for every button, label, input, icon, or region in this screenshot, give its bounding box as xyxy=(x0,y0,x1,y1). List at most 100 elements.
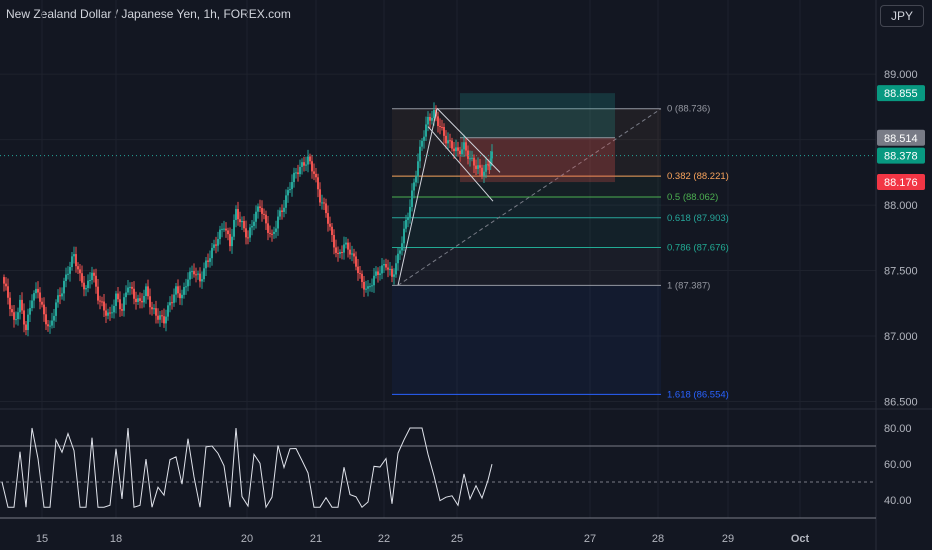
candle-body xyxy=(215,244,217,246)
candle-body xyxy=(193,271,195,275)
candle-body xyxy=(259,206,261,208)
rsi-tick-label: 80.00 xyxy=(884,423,912,435)
candle-body xyxy=(121,309,123,311)
candle-body xyxy=(355,256,357,267)
candle-body xyxy=(291,182,293,190)
price-badge-entry[interactable] xyxy=(877,129,925,146)
candle-body xyxy=(485,164,487,172)
candle-body xyxy=(365,288,367,290)
candle-body xyxy=(209,258,211,262)
candle-body xyxy=(171,302,173,304)
time-tick-label: 29 xyxy=(722,533,734,545)
candle-body xyxy=(463,142,465,150)
candle-body xyxy=(217,239,219,246)
candle-body xyxy=(269,232,271,234)
fib-trend-line[interactable] xyxy=(397,108,662,286)
candle-body xyxy=(283,207,285,212)
candle-body xyxy=(243,221,245,229)
channel-lower-line[interactable] xyxy=(427,126,494,202)
price-tick-label: 87.500 xyxy=(884,266,918,278)
drawings[interactable] xyxy=(0,107,876,286)
candle-body xyxy=(83,282,85,290)
candle-body xyxy=(143,296,145,303)
candle-body xyxy=(81,273,83,283)
candle-body xyxy=(281,210,283,212)
candle-body xyxy=(479,165,481,168)
candle-body xyxy=(237,209,239,220)
candle-body xyxy=(381,265,383,274)
candle-body xyxy=(77,266,79,270)
price-axis[interactable]: 89.00088.50088.00087.50087.00086.50080.0… xyxy=(877,69,925,507)
candle-body xyxy=(41,301,43,305)
candle-body xyxy=(205,260,207,269)
candle-body xyxy=(85,288,87,290)
candle-body xyxy=(467,150,469,159)
candle-body xyxy=(155,308,157,316)
fib-level-label: 0.618 (87.903) xyxy=(667,213,729,224)
currency-button[interactable]: JPY xyxy=(880,5,924,27)
candle-body xyxy=(399,250,401,254)
candle-body xyxy=(297,172,299,175)
candle-body xyxy=(73,254,75,257)
candle-body xyxy=(55,302,57,316)
fib-zone xyxy=(392,285,661,395)
candle-body xyxy=(45,314,47,325)
candle-body xyxy=(285,195,287,208)
price-badge-last[interactable] xyxy=(877,147,925,164)
candle-body xyxy=(17,312,19,320)
price-badge-label: 88.855 xyxy=(884,88,918,100)
channel-upper-line[interactable] xyxy=(436,107,501,173)
price-badge-stop[interactable] xyxy=(877,174,925,191)
candle-body xyxy=(443,126,445,136)
candle-body xyxy=(57,295,59,303)
time-axis[interactable]: 15 18 20 21 22 25 27 28 29 Oct xyxy=(36,533,810,545)
candle-body xyxy=(301,162,303,167)
candle-body xyxy=(11,309,13,313)
candle-body xyxy=(61,293,63,297)
candle-body xyxy=(37,288,39,293)
candle-body xyxy=(403,228,405,244)
candle-body xyxy=(247,237,249,239)
candle-body xyxy=(111,312,113,314)
candle-body xyxy=(181,294,183,299)
candle-body xyxy=(409,206,411,218)
price-badge-target[interactable] xyxy=(877,85,925,102)
candle-body xyxy=(459,150,461,155)
candle-body xyxy=(293,172,295,183)
candle-body xyxy=(397,253,399,264)
candle-body xyxy=(407,217,409,220)
candle-body xyxy=(477,165,479,169)
candle-body xyxy=(431,117,433,121)
candle-body xyxy=(5,283,7,287)
price-tick-label: 86.500 xyxy=(884,396,918,408)
position-profit-zone[interactable] xyxy=(460,93,615,138)
candle-body xyxy=(488,165,491,167)
price-badge-label: 88.176 xyxy=(884,177,918,189)
candle-body xyxy=(105,310,107,316)
long-position-tool[interactable] xyxy=(460,93,615,183)
candle-body xyxy=(125,292,127,298)
candle-body xyxy=(377,271,379,275)
candle-body xyxy=(207,260,209,262)
candle-body xyxy=(375,271,377,276)
candle-body xyxy=(275,228,277,232)
candle-body xyxy=(351,253,353,255)
candle-body xyxy=(439,125,441,127)
candle-body xyxy=(199,273,201,282)
time-tick-label: 20 xyxy=(241,533,253,545)
candle-body xyxy=(413,182,415,191)
trend-line[interactable] xyxy=(397,108,438,286)
rsi-tick-label: 60.00 xyxy=(884,459,912,471)
candle-body xyxy=(223,228,225,230)
candle-body xyxy=(251,225,253,228)
fib-retracement[interactable]: 0 (88.736) 0.382 (88.221) 0.5 (88.062) 0.61… xyxy=(392,104,729,401)
candle-body xyxy=(113,305,115,313)
candle-body xyxy=(427,116,429,125)
fib-zone xyxy=(392,176,661,197)
candle-body xyxy=(337,252,339,254)
candle-body xyxy=(461,149,463,155)
candle-body xyxy=(191,271,193,273)
fib-zone xyxy=(392,247,661,286)
candle-body xyxy=(257,206,259,212)
